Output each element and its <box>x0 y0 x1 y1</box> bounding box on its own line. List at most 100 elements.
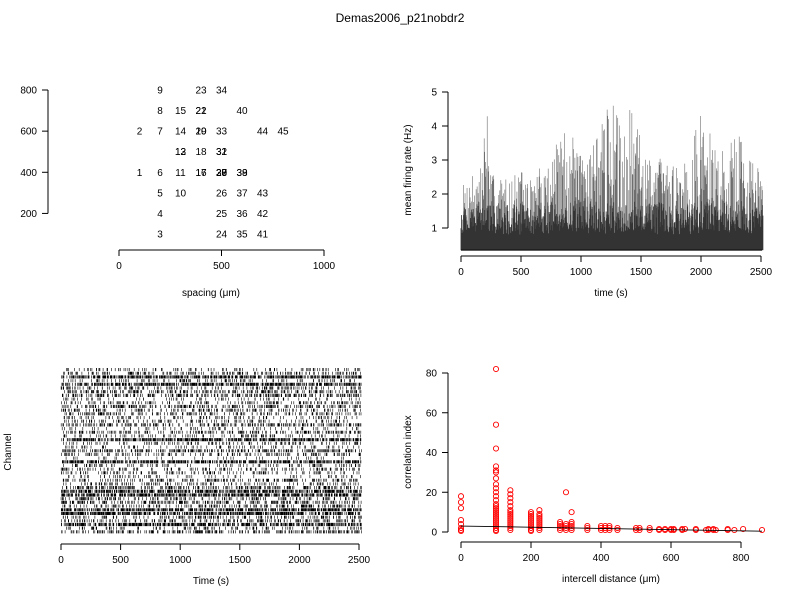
raster-channel-35 <box>61 493 362 497</box>
electrode-label-23: 23 <box>195 86 207 97</box>
raster-channel-23 <box>62 449 362 453</box>
electrode-label-30: 30 <box>216 168 228 179</box>
corr-y-tick-label: 20 <box>426 488 438 499</box>
correlation-point <box>457 505 465 512</box>
raster-x-tick-label: 500 <box>112 555 129 566</box>
correlation-point <box>536 511 543 518</box>
correlation-point <box>527 515 535 522</box>
electrode-label-1: 1 <box>137 168 143 179</box>
electrode-label-44: 44 <box>257 127 269 138</box>
raster-x-tick-label: 2000 <box>288 555 311 566</box>
raster-channel-19 <box>63 434 361 438</box>
electrode-label-16: 16 <box>195 168 207 179</box>
correlation-point <box>646 526 653 534</box>
raster-channel-11 <box>61 404 361 408</box>
raster-x-tick-label: 2500 <box>348 555 371 566</box>
correlation-point <box>527 519 535 526</box>
raster-channel-13 <box>64 412 362 416</box>
rate-x-tick-label: 1000 <box>570 267 593 278</box>
correlation-point <box>507 517 514 524</box>
correlation-point <box>492 475 500 482</box>
correlation-point <box>507 507 514 514</box>
raster-channel-22 <box>65 445 360 449</box>
electrode-label-7: 7 <box>157 127 163 138</box>
correlation-point <box>492 421 500 428</box>
correlation-point <box>507 519 514 526</box>
rate-x-tick-label: 1500 <box>630 267 653 278</box>
electrode-label-5: 5 <box>157 188 163 199</box>
electrode-label-21: 21 <box>195 106 207 117</box>
raster-channel-7 <box>64 390 362 394</box>
correlation-point <box>557 519 564 526</box>
correlation-point <box>457 527 465 535</box>
raster-channel-3 <box>61 375 362 379</box>
correlation-point <box>507 515 514 522</box>
correlation-point <box>636 526 643 534</box>
correlation-point <box>507 526 514 534</box>
correlation-point <box>527 509 535 516</box>
electrode-label-26: 26 <box>216 188 228 199</box>
electrode-label-31: 31 <box>216 147 228 158</box>
rate-y-tick-label: 2 <box>431 190 437 201</box>
raster-channel-2 <box>63 371 361 375</box>
electrode-label-18: 18 <box>195 147 207 158</box>
raster-channel-27 <box>63 463 361 467</box>
correlation-point <box>457 521 465 528</box>
raster-channel-5 <box>61 382 362 386</box>
correlation-point <box>557 521 564 528</box>
electrode-label-22: 22 <box>195 106 207 117</box>
raster-channel-4 <box>63 379 355 383</box>
electrode-label-38: 38 <box>236 168 248 179</box>
electrode-label-34: 34 <box>216 86 228 97</box>
correlation-point <box>527 517 535 524</box>
correlation-point <box>527 527 535 535</box>
raster-channel-21 <box>63 441 361 445</box>
electrode-label-43: 43 <box>257 188 269 199</box>
rate-y-tick-label: 1 <box>431 224 437 235</box>
mean-firing-rate-panel: 0 500 1000 1500 2000 2500 1 2 3 4 5 time (s) mean … <box>403 88 773 300</box>
raster-channel-33 <box>62 486 362 490</box>
correlation-point <box>536 517 543 524</box>
corr-x-tick-label: 800 <box>733 553 750 564</box>
raster-channel-25 <box>65 456 361 460</box>
correlation-point <box>507 522 514 530</box>
correlation-point <box>568 522 575 530</box>
correlation-point <box>492 445 500 452</box>
electrode-label-11: 11 <box>175 168 186 179</box>
corr-x-tick-label: 400 <box>593 553 610 564</box>
correlation-point <box>536 519 543 526</box>
electrode-label-41: 41 <box>257 230 269 241</box>
correlation-point <box>758 526 766 534</box>
raster-channel-9 <box>63 397 360 401</box>
electrode-label-4: 4 <box>157 209 163 220</box>
raster-x-tick-label: 1000 <box>169 555 192 566</box>
correlation-point <box>740 525 747 533</box>
raster-channel-44 <box>66 526 362 530</box>
electrode-label-25: 25 <box>216 209 228 220</box>
correlation-point <box>492 365 500 373</box>
correlation-point <box>507 495 514 502</box>
correlation-point <box>507 503 514 510</box>
correlation-point <box>536 515 543 522</box>
raster-channel-34 <box>61 489 362 493</box>
electrode-label-17: 17 <box>195 168 207 179</box>
raster-channel-41 <box>62 515 362 519</box>
raster-channel-20 <box>61 438 362 442</box>
correlation-point <box>636 524 643 532</box>
corr-y-tick-label: 60 <box>426 408 438 419</box>
correlation-point <box>492 493 500 500</box>
corr-x-axis-label: intercell distance (μm) <box>562 574 660 585</box>
correlation-point <box>492 481 500 488</box>
raster-channel-37 <box>61 500 362 504</box>
correlation-point <box>527 524 535 532</box>
figure-title: Demas2006_p21nobdr2 <box>336 11 465 25</box>
rate-x-tick-label: 2000 <box>690 267 713 278</box>
correlation-point <box>507 487 514 494</box>
correlation-point <box>492 503 500 510</box>
correlation-point <box>492 501 500 508</box>
raster-channel-30 <box>68 475 361 479</box>
rate-x-tick-label: 500 <box>513 267 530 278</box>
corr-y-tick-label: 80 <box>426 369 438 380</box>
electrode-label-35: 35 <box>236 230 248 241</box>
raster-channel-31 <box>62 478 358 482</box>
